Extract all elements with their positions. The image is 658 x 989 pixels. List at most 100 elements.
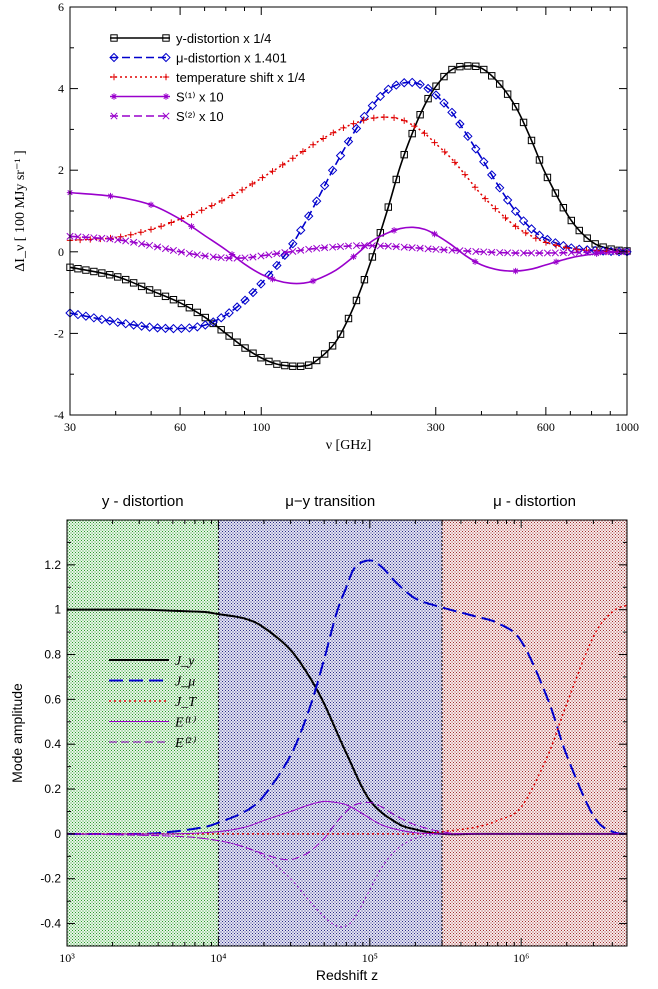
spectrum-panel-marker-0-40 <box>384 203 392 211</box>
mode-panel-legend-label-3: E⁽¹⁾ <box>174 716 196 731</box>
spectrum-panel-legend-label-1: μ-distortion x 1.401 <box>176 51 287 66</box>
spectrum-panel-marker-2-9 <box>157 223 165 230</box>
spectrum-panel-marker-4-53 <box>488 248 496 256</box>
spectrum-panel-series-1 <box>65 77 632 334</box>
spectrum-panel-marker-4-47 <box>440 246 448 254</box>
spectrum-panel-marker-4-67 <box>599 248 607 256</box>
spectrum-panel-marker-4-46 <box>432 245 440 253</box>
spectrum-panel-legend-item-3: S⁽¹⁾ x 10 <box>110 90 224 105</box>
spectrum-panel-line-4 <box>69 235 628 259</box>
spectrum-panel-marker-0-61 <box>551 189 560 197</box>
spectrum-panel-marker-4-2 <box>82 233 90 241</box>
spectrum-panel-marker-1-11 <box>152 323 163 333</box>
spectrum-panel-marker-0-64 <box>575 226 583 235</box>
mode-panel-ytick-label-0: -0.4 <box>40 917 61 931</box>
spectrum-panel-marker-2-8 <box>147 226 155 233</box>
spectrum-panel-marker-2-44 <box>512 223 519 230</box>
spectrum-panel-marker-0-51 <box>472 62 480 70</box>
spectrum-panel-marker-1-1 <box>73 309 83 320</box>
spectrum-panel-marker-2-29 <box>360 117 367 124</box>
spectrum-panel-marker-4-23 <box>249 253 257 261</box>
spectrum-panel-marker-2-1 <box>76 236 84 244</box>
mode-panel-xtick-label-1: 10⁴ <box>210 951 226 965</box>
spectrum-panel-marker-2-7 <box>137 229 145 236</box>
mode-panel-line-3 <box>66 800 627 835</box>
spectrum-panel-marker-0-55 <box>503 90 512 98</box>
spectrum-panel-marker-2-37 <box>441 148 448 156</box>
spectrum-panel-marker-4-40 <box>384 242 392 250</box>
spectrum-panel-marker-1-44 <box>415 79 425 90</box>
spectrum-panel-marker-2-42 <box>492 205 499 212</box>
spectrum-panel-marker-1-17 <box>200 320 210 330</box>
spectrum-panel-marker-2-22 <box>289 155 296 162</box>
spectrum-panel-marker-1-9 <box>136 321 147 331</box>
spectrum-panel-marker-4-37 <box>360 242 368 250</box>
spectrum-panel-marker-4-17 <box>201 252 209 260</box>
spectrum-panel-marker-4-16 <box>193 251 201 259</box>
mode-panel-legend-label-2: J_T <box>175 695 197 710</box>
spectrum-panel-marker-1-12 <box>160 323 171 334</box>
spectrum-panel-marker-4-43 <box>408 244 416 252</box>
spectrum-panel-marker-0-26 <box>273 360 281 368</box>
spectrum-panel-marker-1-24 <box>256 279 266 289</box>
spectrum-panel-marker-2-10 <box>168 219 175 226</box>
spectrum-panel-marker-1-7 <box>120 318 131 329</box>
spectrum-panel-marker-1-46 <box>431 90 441 100</box>
spectrum-panel-marker-2-34 <box>411 122 418 130</box>
spectrum-panel-marker-4-39 <box>376 242 384 250</box>
spectrum-panel-legend-item-4: S⁽²⁾ x 10 <box>110 109 224 124</box>
spectrum-panel-marker-1-21 <box>232 302 242 312</box>
spectrum-panel-legend-item-1: μ-distortion x 1.401 <box>109 51 287 66</box>
spectrum-panel-marker-4-52 <box>480 248 488 256</box>
spectrum-panel-marker-4-63 <box>567 249 575 257</box>
spectrum-panel-marker-0-14 <box>177 299 186 308</box>
spectrum-panel-marker-1-38 <box>367 100 378 111</box>
spectrum-panel-marker-0-1 <box>74 265 82 273</box>
spectrum-panel-marker-3-20 <box>269 275 276 283</box>
region-1-fill <box>218 520 443 946</box>
legend-layer: y-distortion x 1/4 μ-distortion x 1.401 te… <box>109 31 305 751</box>
mode-panel-series-3 <box>66 800 627 835</box>
spectrum-panel-marker-3-28 <box>350 253 357 260</box>
spectrum-panel-marker-4-48 <box>448 246 456 254</box>
spectrum-panel-marker-4-61 <box>551 249 559 257</box>
spectrum-panel-marker-4-54 <box>496 249 504 257</box>
spectrum-panel-legend-item-2: temperature shift x 1/4 <box>110 70 305 85</box>
region-2-fill <box>442 520 627 946</box>
spectrum-panel-marker-1-56 <box>510 206 521 217</box>
spectrum-panel-xtick-label-0: 30 <box>64 420 76 434</box>
spectrum-panel-marker-2-13 <box>198 207 205 214</box>
spectrum-panel-marker-1-40 <box>383 84 393 94</box>
spectrum-panel-marker-1-48 <box>447 107 457 118</box>
spectrum-panel-marker-0-62 <box>559 204 568 212</box>
spectrum-panel-marker-4-25 <box>265 251 273 259</box>
spectrum-panel-marker-0-35 <box>344 314 353 323</box>
spectrum-panel-marker-4-11 <box>153 243 162 251</box>
spectrum-panel-legend-marker-a-0 <box>110 34 118 42</box>
spectrum-panel-marker-0-13 <box>169 295 178 304</box>
spectrum-panel-marker-2-45 <box>522 229 529 237</box>
spectrum-panel-marker-3-48 <box>552 258 560 266</box>
spectrum-panel-marker-0-58 <box>527 136 536 145</box>
spectrum-panel-marker-2-41 <box>482 195 489 202</box>
spectrum-panel-marker-4-14 <box>177 248 185 256</box>
spectrum-panel-marker-0-10 <box>145 286 154 294</box>
mode-panel-series-1 <box>66 559 628 836</box>
spectrum-panel-marker-2-24 <box>309 141 317 148</box>
spectrum-panel-marker-0-22 <box>241 344 249 352</box>
spectrum-panel-marker-1-4 <box>97 314 107 325</box>
spectrum-panel-marker-4-9 <box>138 240 146 248</box>
spectrum-panel-marker-4-38 <box>368 242 376 250</box>
spectrum-panel-marker-4-28 <box>289 247 297 255</box>
mode-panel-frame <box>66 519 628 947</box>
spectrum-panel-line-3 <box>69 191 628 285</box>
mode-panel-ytick-label-8: 1.2 <box>44 558 61 572</box>
spectrum-panel-marker-1-8 <box>128 320 139 330</box>
mode-panel-line-1 <box>66 559 628 836</box>
mode-panel-ylabel: Mode amplitude <box>9 683 25 783</box>
spectrum-panel-marker-4-60 <box>543 249 551 257</box>
spectrum-panel-marker-2-21 <box>279 161 286 169</box>
spectrum-panel-marker-2-18 <box>249 180 256 188</box>
spectrum-panel-series-4 <box>66 232 631 262</box>
